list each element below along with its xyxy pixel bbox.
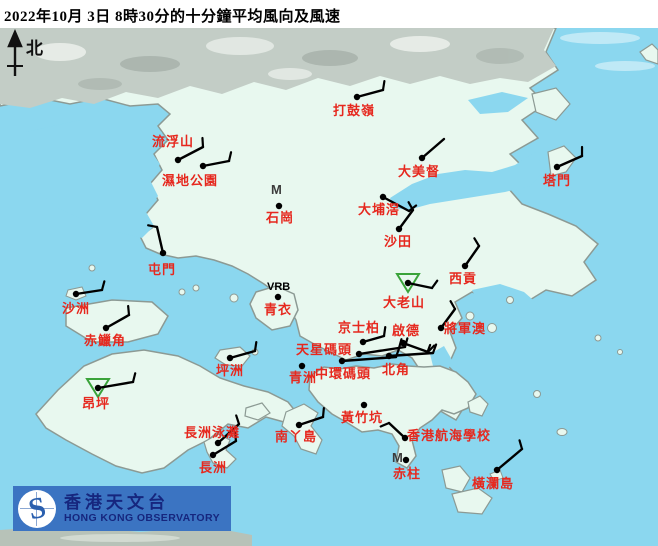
land-hei-ling-chau (244, 402, 271, 421)
deep-bay-water (22, 120, 162, 238)
map-title: 2022年10月 3日 8時30分的十分鐘平均風向及風速 (4, 9, 341, 25)
land-po-toi-north (441, 465, 471, 493)
north-label: 北 (26, 39, 43, 58)
land-po-toi (451, 487, 493, 515)
hko-logo-disc: S (18, 489, 56, 528)
sea-streaks (560, 32, 655, 71)
bottom-shore-texture (60, 534, 180, 542)
land-airport-chek-lap-kok (65, 299, 169, 343)
tolo-harbour-water (390, 152, 545, 210)
starling-inlet-water (468, 92, 528, 114)
land-kat-o (531, 87, 571, 121)
land-hk-island (308, 363, 477, 469)
urban-texture (34, 36, 524, 90)
land-tung-lung (467, 395, 489, 417)
hko-logo-monogram: S (25, 490, 49, 526)
north-arrow-icon (7, 28, 23, 76)
hko-logo-chinese: 香港天文台 (64, 493, 169, 512)
hko-logo: S 香港天文台 HONG KONG OBSERVATORY (13, 486, 231, 531)
hko-logo-english: HONG KONG OBSERVATORY (64, 512, 220, 524)
land-tsing-yi (249, 285, 299, 331)
port-shelter-water (472, 284, 540, 318)
land-ne-islet (639, 43, 658, 65)
title-bar: 2022年10月 3日 8時30分的十分鐘平均風向及風速 (0, 0, 658, 28)
